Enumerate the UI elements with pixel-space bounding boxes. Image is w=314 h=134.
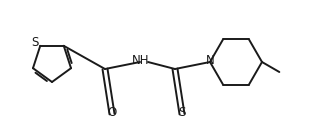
Text: O: O [107, 106, 116, 119]
Text: S: S [178, 106, 186, 119]
Text: N: N [206, 53, 214, 66]
Text: S: S [31, 36, 39, 49]
Text: NH: NH [132, 53, 150, 66]
